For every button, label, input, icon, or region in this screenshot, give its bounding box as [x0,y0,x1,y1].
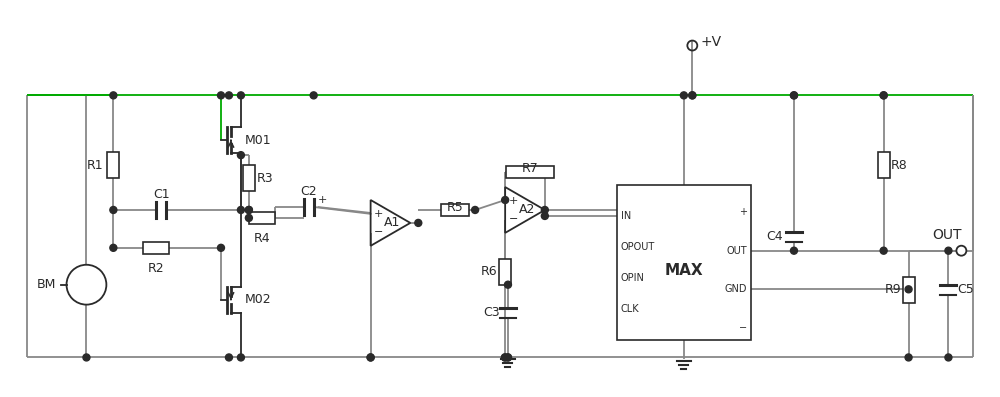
Bar [617,185,751,339]
Circle shape [541,206,548,214]
Text: CLK: CLK [621,304,639,314]
Circle shape [237,92,244,99]
Circle shape [245,206,252,214]
Circle shape [880,92,887,99]
Bar [506,166,554,178]
Circle shape [110,244,117,251]
Text: A1: A1 [384,216,401,229]
Circle shape [504,354,511,361]
Circle shape [501,354,508,361]
Circle shape [83,354,90,361]
Circle shape [504,281,511,288]
Text: C5: C5 [957,283,974,296]
Text: C2: C2 [300,185,317,198]
Circle shape [689,92,696,99]
Circle shape [217,244,224,251]
Bar [441,204,469,216]
Text: R9: R9 [884,283,901,296]
Bar [107,152,119,178]
Text: −: − [739,323,747,333]
Text: A2: A2 [519,203,535,216]
Circle shape [110,206,117,214]
Circle shape [541,212,548,220]
Circle shape [367,354,374,361]
Circle shape [689,92,696,99]
Text: +V: +V [700,35,721,48]
Circle shape [502,197,509,204]
Bar [243,165,255,191]
Text: GND: GND [725,284,747,294]
Circle shape [905,286,912,293]
Circle shape [237,152,244,159]
Bar [903,277,915,303]
Circle shape [790,92,797,99]
Text: OPOUT: OPOUT [621,242,655,252]
Text: OPIN: OPIN [621,273,644,283]
Bar [249,212,275,224]
Circle shape [237,206,244,214]
Text: R8: R8 [891,159,908,172]
Text: OUT: OUT [727,246,747,256]
Text: −: − [508,214,518,224]
Circle shape [217,92,224,99]
Text: R1: R1 [87,159,104,172]
Text: M02: M02 [245,293,272,306]
Text: BM: BM [37,278,57,291]
Bar [878,152,890,178]
Bar [143,242,169,254]
Circle shape [945,247,952,254]
Text: +: + [508,196,518,206]
Circle shape [680,92,687,99]
Circle shape [367,354,374,361]
Circle shape [880,92,887,99]
Text: IN: IN [621,211,631,221]
Circle shape [905,354,912,361]
Text: C4: C4 [766,230,783,243]
Circle shape [310,92,317,99]
Text: R5: R5 [447,201,464,214]
Text: +: + [374,209,383,219]
Text: OUT: OUT [933,228,962,242]
Circle shape [237,354,244,361]
Text: −: − [374,227,383,237]
Text: MAX: MAX [665,263,703,278]
Circle shape [945,354,952,361]
Text: R6: R6 [481,265,497,278]
Text: +: + [739,207,747,217]
Circle shape [790,92,797,99]
Text: +: + [318,195,327,205]
Circle shape [415,220,422,226]
Bar [499,259,511,285]
Circle shape [225,354,232,361]
Circle shape [501,354,508,361]
Text: R2: R2 [148,262,165,275]
Circle shape [504,354,511,361]
Text: R3: R3 [257,172,273,185]
Text: C1: C1 [153,188,170,201]
Circle shape [472,206,479,214]
Circle shape [110,92,117,99]
Circle shape [245,206,252,214]
Text: C3: C3 [483,306,500,319]
Circle shape [880,247,887,254]
Circle shape [790,247,797,254]
Text: M01: M01 [245,134,272,147]
Circle shape [245,214,252,222]
Text: R4: R4 [254,232,270,245]
Text: R7: R7 [522,162,538,175]
Circle shape [225,92,232,99]
